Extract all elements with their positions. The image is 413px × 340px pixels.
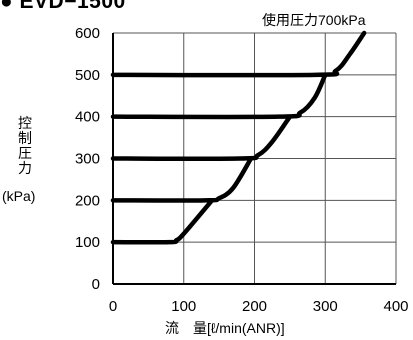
y-tick-label: 600 <box>75 25 100 42</box>
x-tick-label: 300 <box>313 298 338 315</box>
series-line-1 <box>110 198 215 245</box>
x-tick-label: 100 <box>171 298 196 315</box>
y-axis-unit: (kPa) <box>2 188 36 204</box>
y-axis-label: 控 制 圧 力 <box>18 115 32 176</box>
series-line-2 <box>110 156 254 203</box>
series-line-3 <box>110 114 293 161</box>
x-tick-label: 400 <box>383 298 408 315</box>
y-tick-label: 200 <box>75 192 100 209</box>
operating-pressure-label: 使用圧力700kPa <box>262 12 366 28</box>
y-tick-label: 500 <box>75 67 100 84</box>
y-tick-label: 300 <box>75 151 100 168</box>
y-tick-label: 100 <box>75 234 100 251</box>
y-tick-label: 0 <box>92 276 100 293</box>
x-tick-label: 0 <box>109 298 117 315</box>
x-tick-label: 200 <box>242 298 267 315</box>
series-line-4 <box>110 72 328 120</box>
series-line-5 <box>110 30 367 78</box>
chart-title: ● EVD−1500 <box>0 0 126 13</box>
y-tick-label: 400 <box>75 109 100 126</box>
x-axis-label: 流 量[ℓ/min(ANR)] <box>165 320 285 336</box>
